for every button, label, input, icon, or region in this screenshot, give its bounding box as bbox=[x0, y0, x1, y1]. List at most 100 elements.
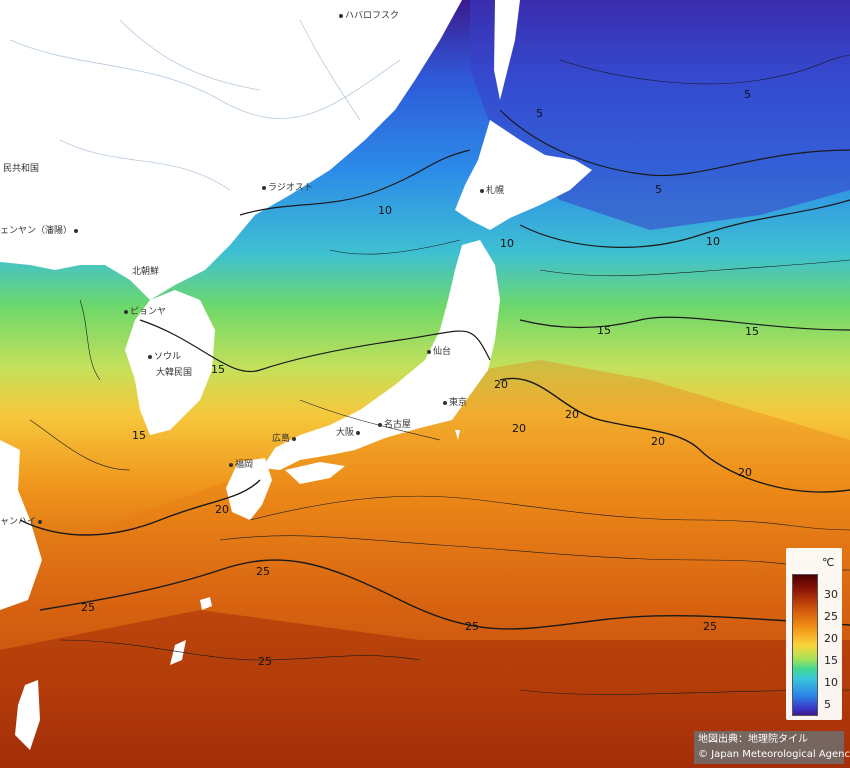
contour-label: 10 bbox=[500, 237, 514, 250]
city-marker bbox=[292, 436, 297, 441]
place-label: 民共和国 bbox=[3, 164, 40, 174]
isotherm-10 bbox=[239, 149, 850, 248]
place-label: 名古屋 bbox=[384, 420, 412, 430]
city-marker bbox=[148, 354, 152, 359]
temperature-legend: ℃ 30 25 20 15 10 5 bbox=[786, 548, 842, 720]
country-rok: 大韓民国 bbox=[156, 368, 192, 378]
city-marker bbox=[37, 519, 42, 524]
city-marker bbox=[339, 13, 343, 18]
contour-label: 25 bbox=[258, 655, 272, 668]
city-vladivostok[interactable]: ラジオスト bbox=[262, 183, 313, 193]
china-coast bbox=[0, 440, 42, 610]
city-marker bbox=[427, 349, 431, 354]
place-label: 広島 bbox=[272, 434, 291, 444]
city-fukuoka[interactable]: 福岡 bbox=[229, 460, 253, 470]
place-label: ソウル bbox=[154, 352, 182, 362]
contour-label: 20 bbox=[651, 435, 665, 448]
city-seoul[interactable]: ソウル bbox=[148, 352, 181, 362]
legend-tick: 30 bbox=[824, 588, 838, 601]
city-marker bbox=[356, 430, 361, 435]
city-marker bbox=[443, 400, 447, 405]
place-label: 札幌 bbox=[486, 186, 505, 196]
attribution: 地図出典：地理院タイル © Japan Meteorological Agenc… bbox=[694, 731, 850, 764]
place-label: ェンヤン（瀋陽） bbox=[0, 226, 73, 236]
place-label: ラジオスト bbox=[268, 183, 313, 193]
contour-label: 5 bbox=[655, 183, 662, 196]
place-label: 北朝鮮 bbox=[132, 267, 160, 277]
place-label: 仙台 bbox=[433, 347, 452, 357]
korean-peninsula bbox=[125, 290, 215, 435]
city-marker bbox=[378, 422, 382, 427]
place-label: 東京 bbox=[449, 398, 468, 408]
country-prc: 民共和国 bbox=[3, 164, 39, 174]
city-shenyang[interactable]: ェンヤン（瀋陽） bbox=[0, 226, 80, 236]
okinawa-islands bbox=[170, 640, 186, 665]
place-label: 福岡 bbox=[235, 460, 254, 470]
legend-color-bar bbox=[792, 574, 818, 716]
city-sapporo[interactable]: 札幌 bbox=[480, 186, 504, 196]
contour-label: 20 bbox=[215, 503, 229, 516]
contour-label: 25 bbox=[465, 620, 479, 633]
contour-label: 5 bbox=[536, 107, 543, 120]
continent-rivers bbox=[9, 19, 401, 191]
contour-label: 15 bbox=[597, 324, 611, 337]
izu-islands bbox=[455, 430, 460, 440]
contour-label: 20 bbox=[738, 466, 752, 479]
taiwan-island bbox=[15, 680, 40, 750]
kuroshio-warm-tongue bbox=[0, 360, 850, 768]
contour-label: 5 bbox=[744, 88, 751, 101]
asia-continent bbox=[0, 0, 462, 300]
isotherm-5 bbox=[499, 109, 850, 177]
attribution-copyright: © Japan Meteorological Agency bbox=[698, 749, 850, 760]
legend-tick: 25 bbox=[824, 610, 838, 623]
isotherm-25 bbox=[39, 559, 850, 630]
legend-unit: ℃ bbox=[822, 556, 835, 569]
city-marker bbox=[124, 309, 128, 314]
attribution-map-source: 地図出典：地理院タイル bbox=[698, 734, 808, 745]
place-label: 大韓民国 bbox=[156, 368, 193, 378]
city-hiroshima[interactable]: 広島 bbox=[272, 434, 298, 444]
contour-label: 25 bbox=[256, 565, 270, 578]
contour-label: 25 bbox=[703, 620, 717, 633]
isotherm-15 bbox=[139, 316, 850, 373]
shikoku-island bbox=[285, 462, 345, 484]
place-label: ピョンヤ bbox=[130, 307, 167, 317]
city-marker bbox=[262, 185, 266, 190]
contour-label: 20 bbox=[494, 378, 508, 391]
legend-tick: 20 bbox=[824, 632, 838, 645]
contour-label: 25 bbox=[81, 601, 95, 614]
city-marker bbox=[74, 228, 79, 233]
legend-tick: 15 bbox=[824, 654, 838, 667]
nansei-islands bbox=[200, 597, 212, 610]
contour-label: 15 bbox=[745, 325, 759, 338]
place-label: 大阪 bbox=[336, 428, 355, 438]
sakhalin-island bbox=[494, 0, 520, 100]
contour-label: 15 bbox=[132, 429, 146, 442]
city-osaka[interactable]: 大阪 bbox=[336, 428, 362, 438]
isotherm-20 bbox=[19, 377, 850, 536]
city-marker bbox=[480, 188, 484, 193]
contour-label: 10 bbox=[706, 235, 720, 248]
honshu-island bbox=[262, 240, 500, 470]
city-tokyo[interactable]: 東京 bbox=[443, 398, 467, 408]
hokkaido-island bbox=[455, 120, 592, 230]
legend-tick: 5 bbox=[824, 698, 831, 711]
city-sendai[interactable]: 仙台 bbox=[427, 347, 451, 357]
place-label: ハバロフスク bbox=[345, 11, 400, 21]
city-shanghai[interactable]: ャンハイ bbox=[0, 517, 44, 527]
city-marker bbox=[229, 462, 233, 467]
isotherm-contours bbox=[19, 54, 850, 695]
city-khabarovsk[interactable]: ハバロフスク bbox=[339, 11, 399, 21]
contour-label: 15 bbox=[211, 363, 225, 376]
contour-label: 20 bbox=[512, 422, 526, 435]
southern-warm-pool bbox=[0, 610, 850, 768]
contour-label: 20 bbox=[565, 408, 579, 421]
legend-tick: 10 bbox=[824, 676, 838, 689]
contour-label: 10 bbox=[378, 204, 392, 217]
city-pyongyang[interactable]: ピョンヤ bbox=[124, 307, 166, 317]
country-dprk: 北朝鮮 bbox=[132, 267, 159, 277]
place-label: ャンハイ bbox=[0, 517, 36, 527]
city-nagoya[interactable]: 名古屋 bbox=[378, 420, 411, 430]
